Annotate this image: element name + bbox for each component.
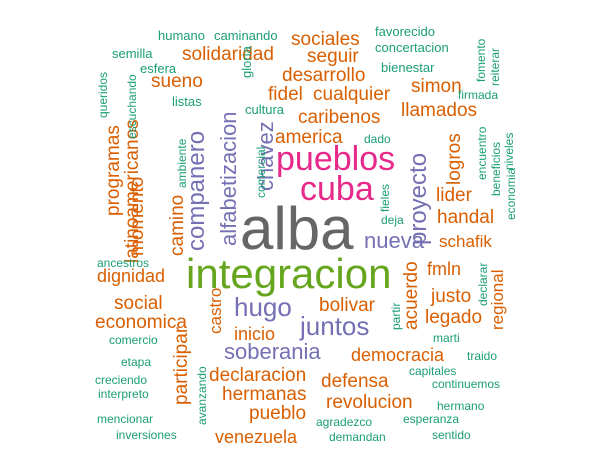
- word-hermano: hermano: [437, 399, 485, 413]
- word-queridos: queridos: [96, 71, 110, 118]
- word-programas: programas: [103, 125, 124, 216]
- word-fidel: fidel: [268, 84, 303, 105]
- word-capitales: capitales: [409, 364, 457, 378]
- word-democracia: democracia: [351, 345, 445, 365]
- word-juntos: juntos: [300, 311, 370, 341]
- word-momento: momento: [127, 176, 148, 256]
- word-avanzando: avanzando: [195, 366, 209, 425]
- word-mencionar: mencionar: [97, 412, 154, 426]
- word-favorecido: favorecido: [375, 24, 435, 39]
- word-hugo: hugo: [234, 292, 292, 322]
- word-escuchando: escuchando: [125, 74, 139, 139]
- word-justo: justo: [431, 286, 472, 307]
- word-concertacion: concertacion: [375, 40, 449, 55]
- word-encuentro: encuentro: [475, 126, 489, 180]
- word-sentido: sentido: [432, 428, 471, 442]
- word-niveles: niveles: [502, 132, 516, 170]
- word-america: america: [275, 127, 343, 148]
- word-continuemos: continuemos: [432, 377, 501, 391]
- word-seguir: seguir: [307, 46, 359, 67]
- word-etapa: etapa: [121, 355, 152, 369]
- word-bienestar: bienestar: [381, 60, 435, 75]
- word-reiterar: reiterar: [488, 47, 502, 86]
- word-inicio: inicio: [234, 324, 276, 344]
- word-demandan: demandan: [329, 430, 386, 444]
- word-declarar: declarar: [476, 262, 490, 306]
- word-bolivar: bolivar: [319, 295, 375, 316]
- word-traido: traido: [467, 349, 498, 363]
- word-lider: lider: [436, 185, 472, 206]
- word-inversiones: inversiones: [116, 428, 177, 442]
- word-ancestros: ancestros: [97, 256, 150, 270]
- word-hermanas: hermanas: [222, 384, 307, 405]
- word-pueblo: pueblo: [249, 403, 307, 424]
- word-solidaridad: solidaridad: [182, 44, 274, 65]
- word-caminando: caminando: [214, 28, 278, 43]
- word-declaracion: declaracion: [209, 365, 307, 386]
- word-cuba: cuba: [300, 170, 374, 208]
- word-revolucion: revolucion: [326, 392, 413, 413]
- word-marti: marti: [433, 331, 460, 345]
- word-nueva: nueva: [364, 228, 424, 253]
- word-schafik: schafik: [439, 232, 492, 251]
- word-integracion: integracion: [186, 250, 392, 297]
- word-pueblos: pueblos: [276, 140, 396, 178]
- word-humano: humano: [158, 28, 205, 43]
- word-alba: alba: [240, 195, 354, 262]
- word-dignidad: dignidad: [97, 266, 166, 286]
- word-fieles: fieles: [378, 183, 392, 212]
- word-partir: partir: [389, 302, 403, 330]
- word-soberania: soberania: [224, 339, 321, 364]
- word-participar: participar: [171, 326, 192, 405]
- word-listas: listas: [172, 94, 202, 109]
- word-semilla: semilla: [112, 46, 153, 61]
- word-logros: logros: [444, 133, 465, 185]
- word-llamados: llamados: [401, 100, 478, 121]
- word-legado: legado: [425, 307, 483, 328]
- word-handal: handal: [437, 207, 495, 228]
- word-esperanza: esperanza: [403, 412, 460, 426]
- word-cualquier: cualquier: [313, 84, 391, 105]
- word-regional: regional: [488, 269, 507, 331]
- word-comercial: comercial: [254, 146, 268, 198]
- word-economica: economica: [95, 312, 187, 333]
- word-fomento: fomento: [474, 38, 488, 82]
- word-creciendo: creciendo: [95, 373, 148, 387]
- word-comercio: comercio: [109, 333, 158, 347]
- word-caribenos: caribenos: [298, 107, 381, 128]
- word-camino: camino: [167, 194, 188, 256]
- word-economia: economia: [504, 167, 518, 220]
- word-acuerdo: acuerdo: [401, 261, 422, 330]
- word-desarrollo: desarrollo: [282, 65, 366, 86]
- word-alfabetizacion: alfabetizacion: [216, 111, 241, 246]
- word-castro: castro: [206, 287, 225, 334]
- word-social: social: [114, 293, 163, 314]
- word-firmada: firmada: [458, 88, 499, 102]
- word-fmln: fmln: [427, 259, 462, 279]
- word-gloria: gloria: [239, 46, 254, 78]
- word-deja: deja: [381, 213, 404, 227]
- word-cultura: cultura: [245, 102, 285, 117]
- word-beneficios: beneficios: [489, 141, 503, 196]
- word-ambiente: ambiente: [175, 138, 189, 188]
- word-interpreto: interpreto: [98, 387, 149, 401]
- word-esfera: esfera: [140, 61, 177, 76]
- word-proyecto: proyecto: [405, 152, 432, 245]
- word-sociales: sociales: [291, 29, 360, 50]
- word-sueno: sueno: [151, 71, 203, 92]
- word-venezuela: venezuela: [215, 427, 298, 447]
- word-dado: dado: [364, 132, 391, 146]
- word-simon: simon: [411, 76, 462, 97]
- word-agradezco: agradezco: [316, 415, 373, 429]
- word-defensa: defensa: [321, 371, 389, 392]
